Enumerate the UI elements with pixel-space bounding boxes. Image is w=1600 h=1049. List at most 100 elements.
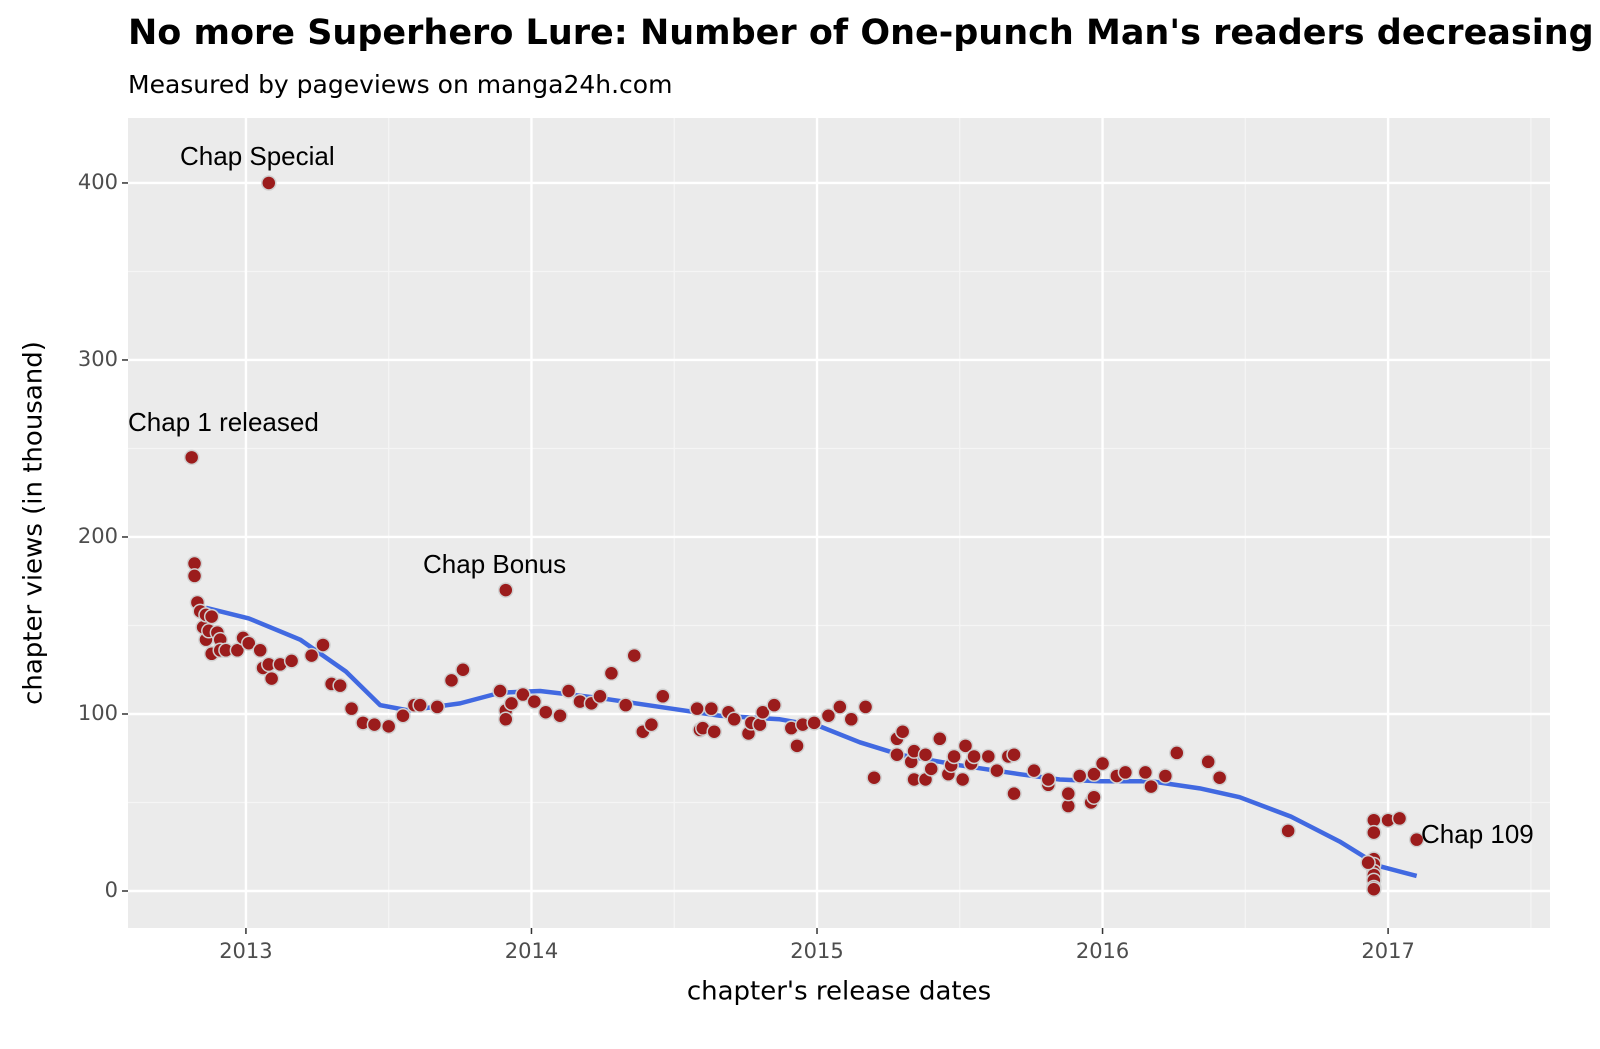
point xyxy=(503,695,520,712)
point xyxy=(832,699,848,715)
annotation: Chap Special xyxy=(180,141,335,171)
y-tick-label: 300 xyxy=(78,347,118,371)
point xyxy=(498,582,514,598)
annotation: Chap 1 released xyxy=(128,407,319,437)
point xyxy=(395,708,411,724)
point xyxy=(980,748,997,765)
point xyxy=(1200,754,1216,770)
point xyxy=(894,723,911,740)
point xyxy=(366,716,383,733)
point xyxy=(957,738,974,754)
point xyxy=(626,647,643,664)
point xyxy=(857,699,874,715)
point xyxy=(706,723,722,740)
x-axis-title: chapter's release dates xyxy=(687,977,991,1007)
point xyxy=(592,688,608,705)
point xyxy=(1157,768,1174,784)
point xyxy=(241,635,257,651)
point xyxy=(889,746,905,763)
point xyxy=(229,642,246,659)
point xyxy=(186,568,203,584)
point xyxy=(1086,766,1102,782)
point xyxy=(1026,762,1042,779)
chart-subtitle: Measured by pageviews on manga24h.com xyxy=(128,70,672,99)
point xyxy=(954,771,971,788)
point xyxy=(429,699,445,715)
point xyxy=(966,748,982,765)
point xyxy=(303,647,320,664)
point xyxy=(443,672,460,689)
y-axis-title: chapter views (in thousand) xyxy=(19,341,49,705)
point xyxy=(552,708,568,724)
point xyxy=(455,661,471,678)
annotation: Chap Bonus xyxy=(423,549,566,579)
point xyxy=(1006,746,1022,763)
point xyxy=(1366,824,1382,841)
point xyxy=(283,653,300,669)
point xyxy=(560,683,577,699)
point xyxy=(726,711,742,728)
point xyxy=(515,686,531,703)
point xyxy=(1137,764,1154,781)
point xyxy=(1408,831,1425,848)
point xyxy=(946,748,962,765)
point xyxy=(1094,755,1111,772)
point xyxy=(923,761,939,777)
point xyxy=(1366,881,1382,897)
x-tick-label: 2017 xyxy=(1361,939,1414,963)
point xyxy=(332,677,348,694)
point xyxy=(806,715,822,731)
point xyxy=(689,700,705,717)
point xyxy=(1006,785,1022,802)
point xyxy=(380,718,397,735)
point xyxy=(526,693,543,710)
point xyxy=(1280,823,1296,839)
point xyxy=(412,697,428,713)
point xyxy=(866,769,882,786)
y-tick-label: 400 xyxy=(78,170,118,194)
point xyxy=(261,175,277,191)
point xyxy=(752,716,768,733)
point xyxy=(603,665,620,682)
y-tick-label: 100 xyxy=(78,701,118,725)
point xyxy=(1211,769,1228,786)
point xyxy=(1071,768,1088,784)
point xyxy=(1086,789,1102,805)
point xyxy=(315,637,331,653)
point xyxy=(989,762,1005,779)
point xyxy=(1391,810,1408,827)
point xyxy=(498,711,514,728)
x-tick-label: 2016 xyxy=(1076,939,1129,963)
annotation: Chap 109 xyxy=(1421,819,1534,849)
point xyxy=(843,711,860,728)
point xyxy=(252,642,268,659)
point xyxy=(820,708,837,724)
point xyxy=(183,449,200,466)
point xyxy=(1143,778,1159,795)
point xyxy=(655,688,671,705)
point xyxy=(917,746,934,763)
point xyxy=(643,716,660,733)
y-tick-label: 200 xyxy=(78,524,118,548)
x-tick-label: 2015 xyxy=(790,939,843,963)
point xyxy=(492,683,508,699)
point xyxy=(537,704,554,720)
point xyxy=(755,704,771,720)
point xyxy=(932,731,948,747)
chart-title: No more Superhero Lure: Number of One-pu… xyxy=(128,13,1594,53)
point xyxy=(203,608,220,625)
point xyxy=(1360,854,1376,871)
point xyxy=(1060,785,1077,802)
point xyxy=(789,738,805,754)
point xyxy=(617,697,634,713)
x-tick-label: 2013 xyxy=(219,939,272,963)
plot-panel xyxy=(128,118,1550,928)
point xyxy=(343,700,360,717)
point xyxy=(1169,745,1185,761)
y-tick-label: 0 xyxy=(105,878,118,902)
x-tick-label: 2014 xyxy=(505,939,558,963)
point xyxy=(1117,764,1134,781)
point xyxy=(766,697,782,713)
